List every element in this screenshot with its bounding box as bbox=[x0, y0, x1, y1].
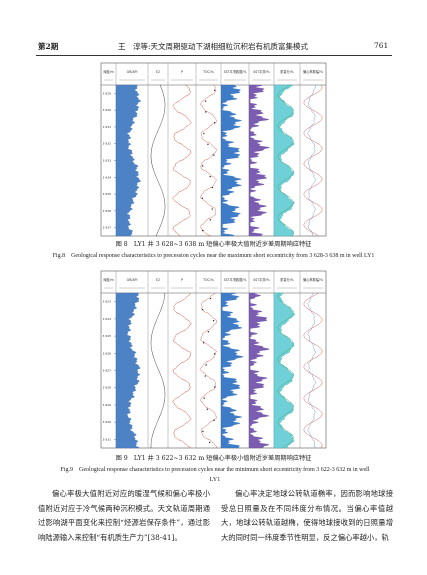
ecc-curve bbox=[303, 84, 323, 237]
header-rule bbox=[36, 55, 392, 56]
column-header: SST平滑/% bbox=[253, 277, 269, 282]
caption-en: Fig.9 Geological response characteristic… bbox=[60, 467, 370, 483]
toc-sample bbox=[202, 430, 204, 433]
depth-label: 3 633 bbox=[103, 159, 112, 163]
depth-label: 3 626 bbox=[103, 351, 112, 355]
quality-curve bbox=[273, 292, 295, 449]
column-header: P bbox=[181, 70, 183, 74]
sst-curve bbox=[220, 292, 244, 449]
column-header: 质量分/% bbox=[280, 69, 294, 74]
toc-sample bbox=[205, 364, 207, 366]
toc-sample bbox=[201, 197, 203, 199]
toc-sample bbox=[213, 122, 216, 124]
column-header: 深度/m bbox=[103, 69, 114, 74]
column-header: 深度/m bbox=[103, 277, 114, 282]
e2-curve bbox=[150, 292, 166, 449]
toc-sample bbox=[209, 219, 212, 221]
column-header: TOC/% bbox=[202, 278, 214, 282]
depth-label: 3 627 bbox=[103, 369, 112, 373]
toc-sample bbox=[214, 386, 216, 388]
toc-sample bbox=[213, 419, 215, 422]
toc-sample bbox=[203, 397, 205, 399]
panel-frame bbox=[100, 270, 327, 449]
column-header: GR/API bbox=[127, 70, 138, 74]
column-header: TOC/% bbox=[202, 70, 214, 74]
toc-sample bbox=[207, 143, 209, 146]
depth-label: 3 630 bbox=[103, 108, 112, 112]
gr-curve bbox=[115, 292, 141, 449]
depth-label: 3 630 bbox=[103, 420, 112, 424]
header-title: 王 淳等:天文周期驱动下湖相细粒沉积岩有机质富集模式 bbox=[118, 42, 309, 51]
caption-cn: 图 9 LY1 井 3 622~3 632 m 短偏心率极小值附近岁差周期响应特… bbox=[115, 455, 312, 462]
header-page: 761 bbox=[374, 41, 389, 50]
depth-label: 3 628 bbox=[103, 386, 112, 390]
sst-curve bbox=[220, 84, 242, 237]
toc-sample bbox=[211, 186, 214, 189]
depth-label: 3 623 bbox=[103, 300, 112, 304]
body-left: 偏心率极大值附近对应的暖湿气候和偏心率极小值附近对应于冷气候两种沉积模式。天文轨… bbox=[38, 489, 210, 542]
depth-label: 3 636 bbox=[103, 209, 112, 213]
toc-sample bbox=[201, 308, 204, 311]
sst-smooth-curve bbox=[248, 84, 270, 237]
toc-sample bbox=[201, 165, 204, 167]
figure-8: 深度/m GR/API E2 P TOC/% SST平滑数据/% SST平滑/% 质量分/% 偏… bbox=[100, 62, 327, 237]
toc-sample bbox=[201, 229, 204, 232]
ecc-curve bbox=[303, 292, 323, 449]
toc-sample bbox=[213, 353, 216, 355]
ecc-line bbox=[307, 84, 316, 237]
toc-sample bbox=[213, 154, 215, 156]
column-header: 质量分/% bbox=[280, 277, 294, 282]
toc-curve bbox=[199, 292, 217, 449]
depth-label: 3 634 bbox=[103, 175, 112, 179]
e2-curve bbox=[150, 84, 166, 237]
toc-sample bbox=[208, 441, 211, 444]
toc-sample bbox=[211, 208, 213, 210]
header-issue: 第2期 bbox=[38, 42, 59, 51]
gr-curve bbox=[115, 84, 141, 237]
toc-sample bbox=[212, 319, 215, 322]
toc-sample bbox=[204, 100, 207, 102]
depth-label: 3 632 bbox=[103, 142, 112, 146]
caption-en: Fig.8 Geological response characteristic… bbox=[52, 253, 375, 259]
toc-sample bbox=[204, 375, 206, 377]
ecc-line bbox=[307, 292, 316, 449]
toc-sample bbox=[209, 175, 211, 178]
toc-sample bbox=[206, 408, 209, 410]
figure-9: 深度/m GR/API E2 P TOC/% SST平滑数据/% SST平滑/% 质量分/% 偏… bbox=[100, 270, 327, 449]
quality-line bbox=[277, 84, 294, 237]
toc-curve bbox=[199, 84, 218, 237]
depth-label: 3 629 bbox=[103, 91, 112, 95]
sst-smooth-curve bbox=[248, 292, 270, 449]
caption-cn: 图 8 LY1 井 3 628~3 638 m 短偏心率极大值附近岁差周期响应特… bbox=[115, 241, 312, 248]
depth-label: 3 631 bbox=[103, 437, 112, 441]
column-header: SST平滑数据/% bbox=[224, 277, 247, 282]
column-header: E2 bbox=[156, 70, 160, 74]
column-header: P bbox=[181, 278, 183, 282]
depth-label: 3 637 bbox=[103, 226, 112, 230]
toc-sample bbox=[205, 111, 207, 113]
depth-label: 3 624 bbox=[103, 317, 112, 321]
depth-label: 3 631 bbox=[103, 125, 112, 129]
quality-curve bbox=[273, 84, 295, 237]
column-header: E2 bbox=[156, 278, 160, 282]
column-header: 偏心率振幅/% bbox=[303, 277, 323, 282]
column-header: 偏心率振幅/% bbox=[303, 69, 323, 74]
column-header: GR/API bbox=[127, 278, 138, 282]
toc-sample bbox=[213, 89, 216, 92]
depth-label: 3 635 bbox=[103, 192, 112, 196]
column-header: SST平滑/% bbox=[253, 69, 269, 74]
column-header: SST平滑数据/% bbox=[224, 69, 247, 74]
body-right: 偏心率决定地球公转轨道椭率，因而影响地球接受总日照量及在不同纬度分布情况。当偏心… bbox=[221, 489, 393, 542]
p-curve bbox=[172, 292, 192, 449]
toc-sample bbox=[203, 132, 205, 135]
p-curve bbox=[172, 84, 192, 237]
panel-frame bbox=[100, 62, 327, 237]
quality-line bbox=[277, 292, 294, 449]
depth-label: 3 625 bbox=[103, 334, 112, 338]
toc-sample bbox=[207, 331, 210, 333]
toc-sample bbox=[209, 297, 212, 300]
toc-sample bbox=[202, 342, 205, 344]
depth-label: 3 629 bbox=[103, 403, 112, 407]
